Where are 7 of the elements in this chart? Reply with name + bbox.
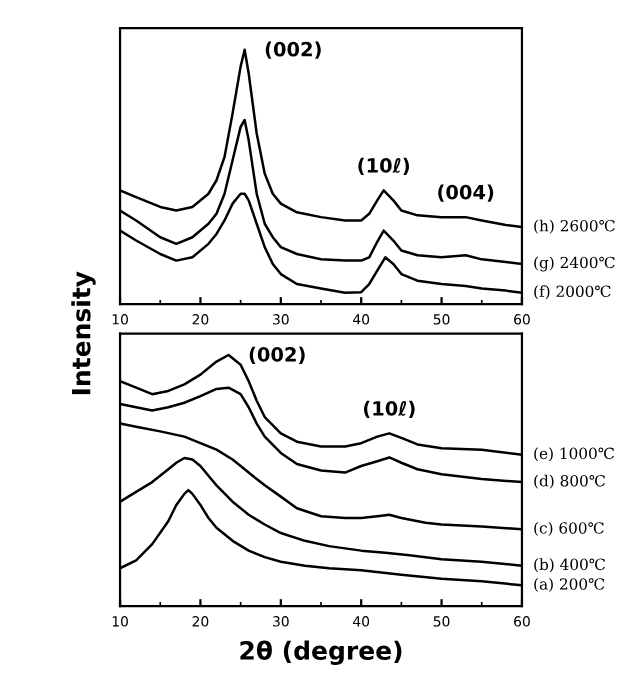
annotation: (10ℓ) xyxy=(358,157,410,176)
annotation: (004) xyxy=(438,184,494,202)
annotation: (002) xyxy=(265,41,321,59)
x-axis-title: 2θ (degree) xyxy=(240,640,402,665)
annotation: (002) xyxy=(249,346,305,365)
y-axis-title: Intensity xyxy=(71,271,96,395)
annotation: (10ℓ) xyxy=(363,400,415,418)
